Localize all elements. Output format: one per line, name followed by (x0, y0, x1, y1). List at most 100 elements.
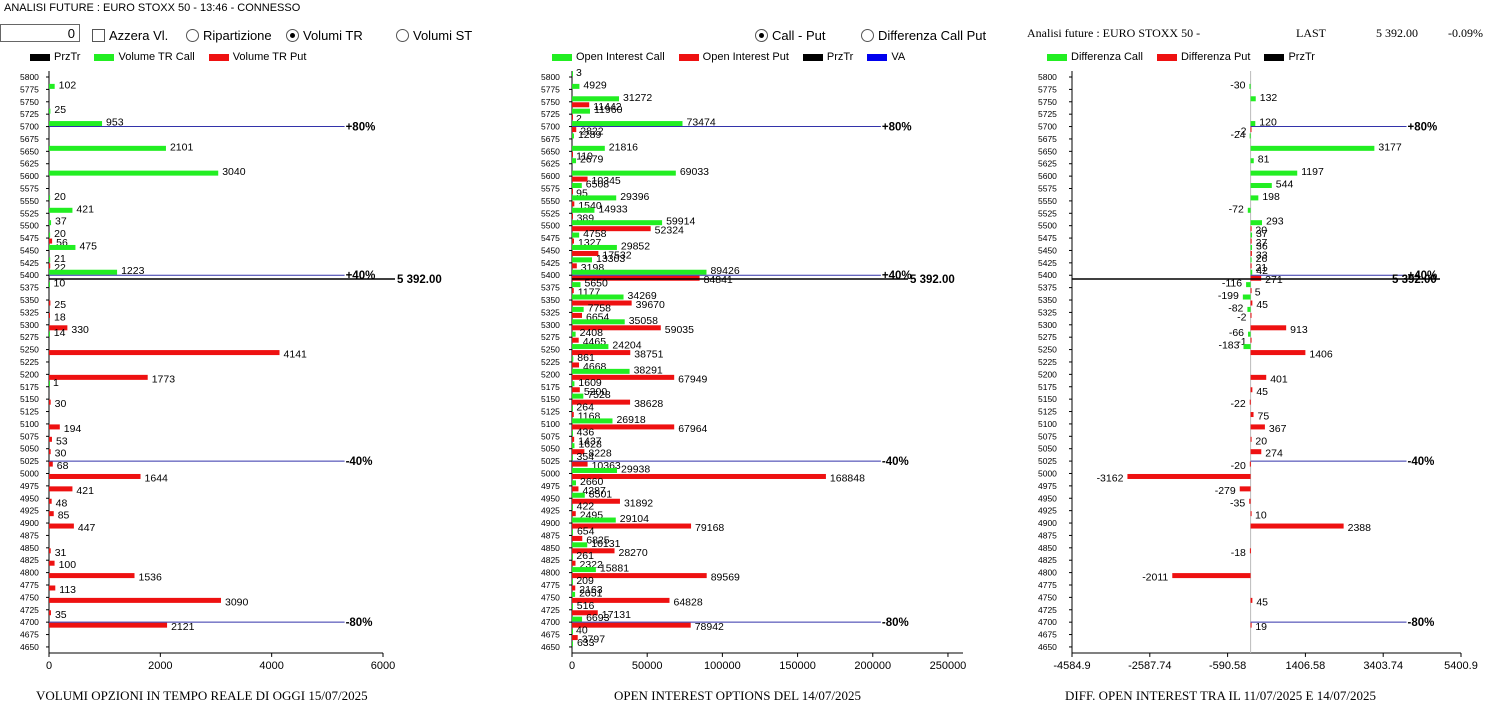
call-bar (49, 220, 52, 226)
put-value-label: -2 (1237, 126, 1246, 138)
put-value-label: 1644 (145, 472, 169, 484)
right-header-title: Analisi future : EURO STOXX 50 - (1027, 26, 1201, 40)
strike-label: 4850 (541, 543, 560, 553)
diff-call-put-radio[interactable]: Differenza Call Put (861, 28, 986, 43)
put-bar (1250, 300, 1253, 306)
strike-label: 5375 (541, 283, 560, 293)
ref-line-label: -40% (346, 456, 373, 468)
strike-label: 4800 (20, 568, 39, 578)
strike-label: 4925 (1038, 506, 1057, 516)
call-value-label: 37 (55, 216, 67, 228)
strike-label: 5575 (1038, 184, 1057, 194)
strike-label: 5350 (541, 295, 560, 305)
put-value-label: 20 (1255, 225, 1267, 237)
put-bar (572, 213, 573, 219)
call-bar (1250, 158, 1254, 164)
call-bar (572, 604, 573, 610)
call-bar (572, 183, 582, 189)
call-bar (572, 430, 573, 436)
put-value-label: 2822 (580, 126, 604, 138)
put-value-label: 25 (54, 299, 66, 311)
call-bar (572, 108, 590, 114)
put-bar (1250, 350, 1306, 356)
strike-label: 5775 (1038, 84, 1057, 94)
call-value-label: 1197 (1301, 166, 1324, 178)
call-bar (572, 579, 573, 585)
call-bar (572, 207, 595, 213)
put-value-label: 19 (1255, 621, 1267, 633)
strike-label: 5400 (541, 270, 560, 280)
strike-label: 5650 (20, 146, 39, 156)
strike-label: 5500 (1038, 221, 1057, 231)
call-put-radio[interactable]: Call - Put (755, 28, 825, 43)
azzera-checkbox[interactable]: Azzera Vl. (92, 28, 168, 43)
put-bar (572, 635, 578, 641)
strike-label: 5775 (541, 84, 560, 94)
call-bar (572, 83, 580, 89)
strike-label: 5175 (541, 382, 560, 392)
strike-label: 5300 (1038, 320, 1057, 330)
value-input[interactable] (0, 24, 80, 42)
strike-label: 4675 (541, 630, 560, 640)
call-value-label: 1628 (578, 439, 602, 451)
strike-label: 5325 (20, 307, 39, 317)
strike-label: 4950 (1038, 493, 1057, 503)
put-bar (1250, 127, 1252, 133)
put-value-label: 100 (59, 559, 77, 571)
ripartizione-radio[interactable]: Ripartizione (186, 28, 272, 43)
put-bar (1250, 312, 1252, 318)
put-value-label: 27 (1256, 237, 1268, 249)
call-value-label: 10131 (591, 538, 620, 550)
call-value-label: 1223 (121, 265, 145, 277)
put-bar (572, 102, 590, 108)
legend-label: VA (891, 51, 906, 63)
call-bar (572, 133, 574, 139)
put-bar (572, 337, 579, 343)
call-bar (572, 368, 630, 374)
volumi-st-radio[interactable]: Volumi ST (396, 28, 472, 43)
call-value-label: -30 (1230, 79, 1245, 91)
put-value-label: 89569 (711, 572, 740, 584)
call-value-label: -183 (1218, 340, 1239, 352)
call-bar (572, 71, 573, 77)
put-value-label: 17131 (602, 609, 631, 621)
put-bar (572, 412, 574, 418)
strike-label: 4975 (20, 481, 39, 491)
put-bar (572, 288, 574, 294)
put-bar (1172, 573, 1251, 579)
call-bar (572, 542, 588, 548)
call-bar (572, 629, 573, 635)
strike-label: 5150 (1038, 394, 1057, 404)
volumi-tr-radio[interactable]: Volumi TR (286, 28, 363, 43)
put-value-label: 1437 (578, 435, 602, 447)
legend-item: Volume TR Call (94, 51, 195, 63)
call-bar (49, 269, 118, 275)
call-value-label: 5650 (584, 278, 608, 290)
call-value-label: 20 (54, 191, 66, 203)
call-value-label: 7528 (587, 389, 611, 401)
ref-line-label: +80% (882, 122, 912, 134)
put-bar (1250, 325, 1287, 331)
call-value-label: 26918 (616, 414, 645, 426)
call-value-label: 354 (577, 451, 595, 463)
call-bar (1247, 306, 1251, 312)
strike-label: 5200 (1038, 369, 1057, 379)
strike-label: 5600 (1038, 171, 1057, 181)
strike-label: 5600 (20, 171, 39, 181)
put-bar (1250, 622, 1252, 628)
put-value-label: 274 (1265, 448, 1283, 460)
strike-label: 4875 (1038, 530, 1057, 540)
put-value-label: 67949 (678, 373, 707, 385)
strike-label: 5625 (20, 159, 39, 169)
call-value-label: 7758 (588, 302, 612, 314)
call-bar (572, 269, 707, 275)
x-tick-label: -2587.74 (1128, 660, 1171, 672)
put-value-label: 2 (576, 113, 582, 125)
call-bar (49, 195, 51, 201)
call-bar (1250, 121, 1256, 127)
x-tick-label: 3403.74 (1363, 660, 1403, 672)
call-value-label: 35058 (629, 315, 658, 327)
put-value-label: 401 (1270, 373, 1288, 385)
x-tick-label: 1406.58 (1286, 660, 1326, 672)
put-value-label: 53 (56, 435, 68, 447)
